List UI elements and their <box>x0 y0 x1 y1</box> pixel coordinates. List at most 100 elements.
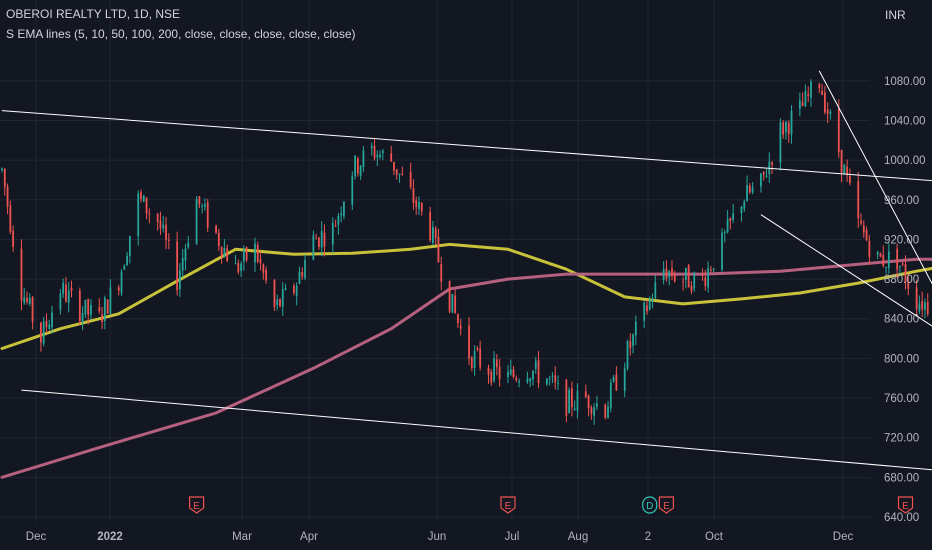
candle-body[interactable] <box>156 214 159 222</box>
candle-body[interactable] <box>584 391 587 398</box>
candle-body[interactable] <box>262 264 265 273</box>
candle-body[interactable] <box>265 269 267 281</box>
candle-body[interactable] <box>509 369 512 375</box>
candle-body[interactable] <box>512 369 515 377</box>
candle-body[interactable] <box>587 395 590 409</box>
candle-body[interactable] <box>915 287 918 310</box>
candle-body[interactable] <box>103 297 106 322</box>
candle-body[interactable] <box>548 377 551 379</box>
candle-body[interactable] <box>801 102 804 107</box>
candle-body[interactable] <box>545 378 548 385</box>
dividend-marker[interactable]: D <box>642 496 658 514</box>
candle-body[interactable] <box>634 321 637 336</box>
candle-body[interactable] <box>117 287 120 291</box>
candle-body[interactable] <box>701 273 704 277</box>
candle-body[interactable] <box>51 312 53 328</box>
candle-body[interactable] <box>632 334 634 347</box>
candle-body[interactable] <box>240 263 242 271</box>
candle-body[interactable] <box>490 372 493 383</box>
candle-body[interactable] <box>868 240 871 257</box>
candle-body[interactable] <box>451 293 454 313</box>
candle-body[interactable] <box>409 172 412 188</box>
candle-body[interactable] <box>401 174 404 176</box>
candle-body[interactable] <box>823 92 826 113</box>
candle-body[interactable] <box>712 268 715 271</box>
candle-body[interactable] <box>78 290 81 322</box>
candle-body[interactable] <box>281 289 284 307</box>
candle-body[interactable] <box>673 275 676 282</box>
candle-body[interactable] <box>440 264 443 282</box>
candle-body[interactable] <box>148 213 151 215</box>
candle-body[interactable] <box>899 265 901 267</box>
candle-body[interactable] <box>840 150 843 173</box>
candle-body[interactable] <box>390 153 393 162</box>
candle-body[interactable] <box>571 388 573 408</box>
candle-body[interactable] <box>710 269 712 271</box>
candle-body[interactable] <box>785 121 787 133</box>
candle-body[interactable] <box>220 246 223 257</box>
candle-body[interactable] <box>882 254 885 266</box>
candle-body[interactable] <box>857 181 860 219</box>
candle-body[interactable] <box>732 213 735 220</box>
candle-body[interactable] <box>393 161 395 171</box>
candle-body[interactable] <box>128 235 131 256</box>
candle-body[interactable] <box>9 205 12 232</box>
candle-body[interactable] <box>671 268 673 276</box>
candle-body[interactable] <box>276 299 279 306</box>
candle-body[interactable] <box>315 238 318 240</box>
candle-body[interactable] <box>876 251 879 255</box>
candle-body[interactable] <box>646 305 648 312</box>
candle-body[interactable] <box>654 282 657 299</box>
candle-body[interactable] <box>226 248 229 262</box>
candle-body[interactable] <box>120 271 123 294</box>
candle-body[interactable] <box>918 303 921 312</box>
candles[interactable] <box>1 79 932 425</box>
candle-body[interactable] <box>665 268 668 279</box>
candle-body[interactable] <box>273 280 276 308</box>
candle-body[interactable] <box>573 408 576 410</box>
candle-body[interactable] <box>293 285 295 294</box>
candle-body[interactable] <box>846 166 849 176</box>
candle-body[interactable] <box>323 232 326 247</box>
candle-body[interactable] <box>304 260 306 279</box>
candle-body[interactable] <box>534 360 537 369</box>
candle-body[interactable] <box>412 188 415 203</box>
candle-body[interactable] <box>20 248 23 301</box>
candle-body[interactable] <box>473 351 476 369</box>
candle-body[interactable] <box>901 263 904 265</box>
candle-body[interactable] <box>165 224 167 240</box>
candle-body[interactable] <box>790 110 793 135</box>
candle-body[interactable] <box>707 268 710 288</box>
candle-body[interactable] <box>318 237 320 247</box>
candle-body[interactable] <box>537 360 540 384</box>
candle-body[interactable] <box>723 232 726 234</box>
candle-body[interactable] <box>65 284 67 302</box>
candle-body[interactable] <box>862 225 865 233</box>
candle-body[interactable] <box>565 379 568 416</box>
candle-body[interactable] <box>924 302 926 311</box>
candle-body[interactable] <box>356 158 359 174</box>
candle-body[interactable] <box>629 341 632 348</box>
candle-body[interactable] <box>62 283 65 294</box>
candle-body[interactable] <box>849 176 851 183</box>
earnings-marker[interactable]: E <box>189 496 205 514</box>
candle-body[interactable] <box>865 230 868 241</box>
time-axis[interactable]: Dec 2022 Mar Apr Jun Jul Aug 2 Oct Dec <box>26 531 854 543</box>
candle-body[interactable] <box>454 295 457 313</box>
candle-body[interactable] <box>84 299 87 315</box>
candle-body[interactable] <box>140 192 142 200</box>
candle-body[interactable] <box>42 321 45 344</box>
candle-body[interactable] <box>826 109 829 114</box>
candle-body[interactable] <box>81 312 84 323</box>
candle-body[interactable] <box>726 219 729 233</box>
candle-body[interactable] <box>1 168 3 171</box>
candle-body[interactable] <box>215 225 217 233</box>
candle-body[interactable] <box>398 173 401 176</box>
candle-body[interactable] <box>12 230 15 247</box>
candle-body[interactable] <box>518 381 520 383</box>
candle-body[interactable] <box>284 288 287 290</box>
candle-body[interactable] <box>179 270 181 290</box>
candle-body[interactable] <box>762 171 765 175</box>
